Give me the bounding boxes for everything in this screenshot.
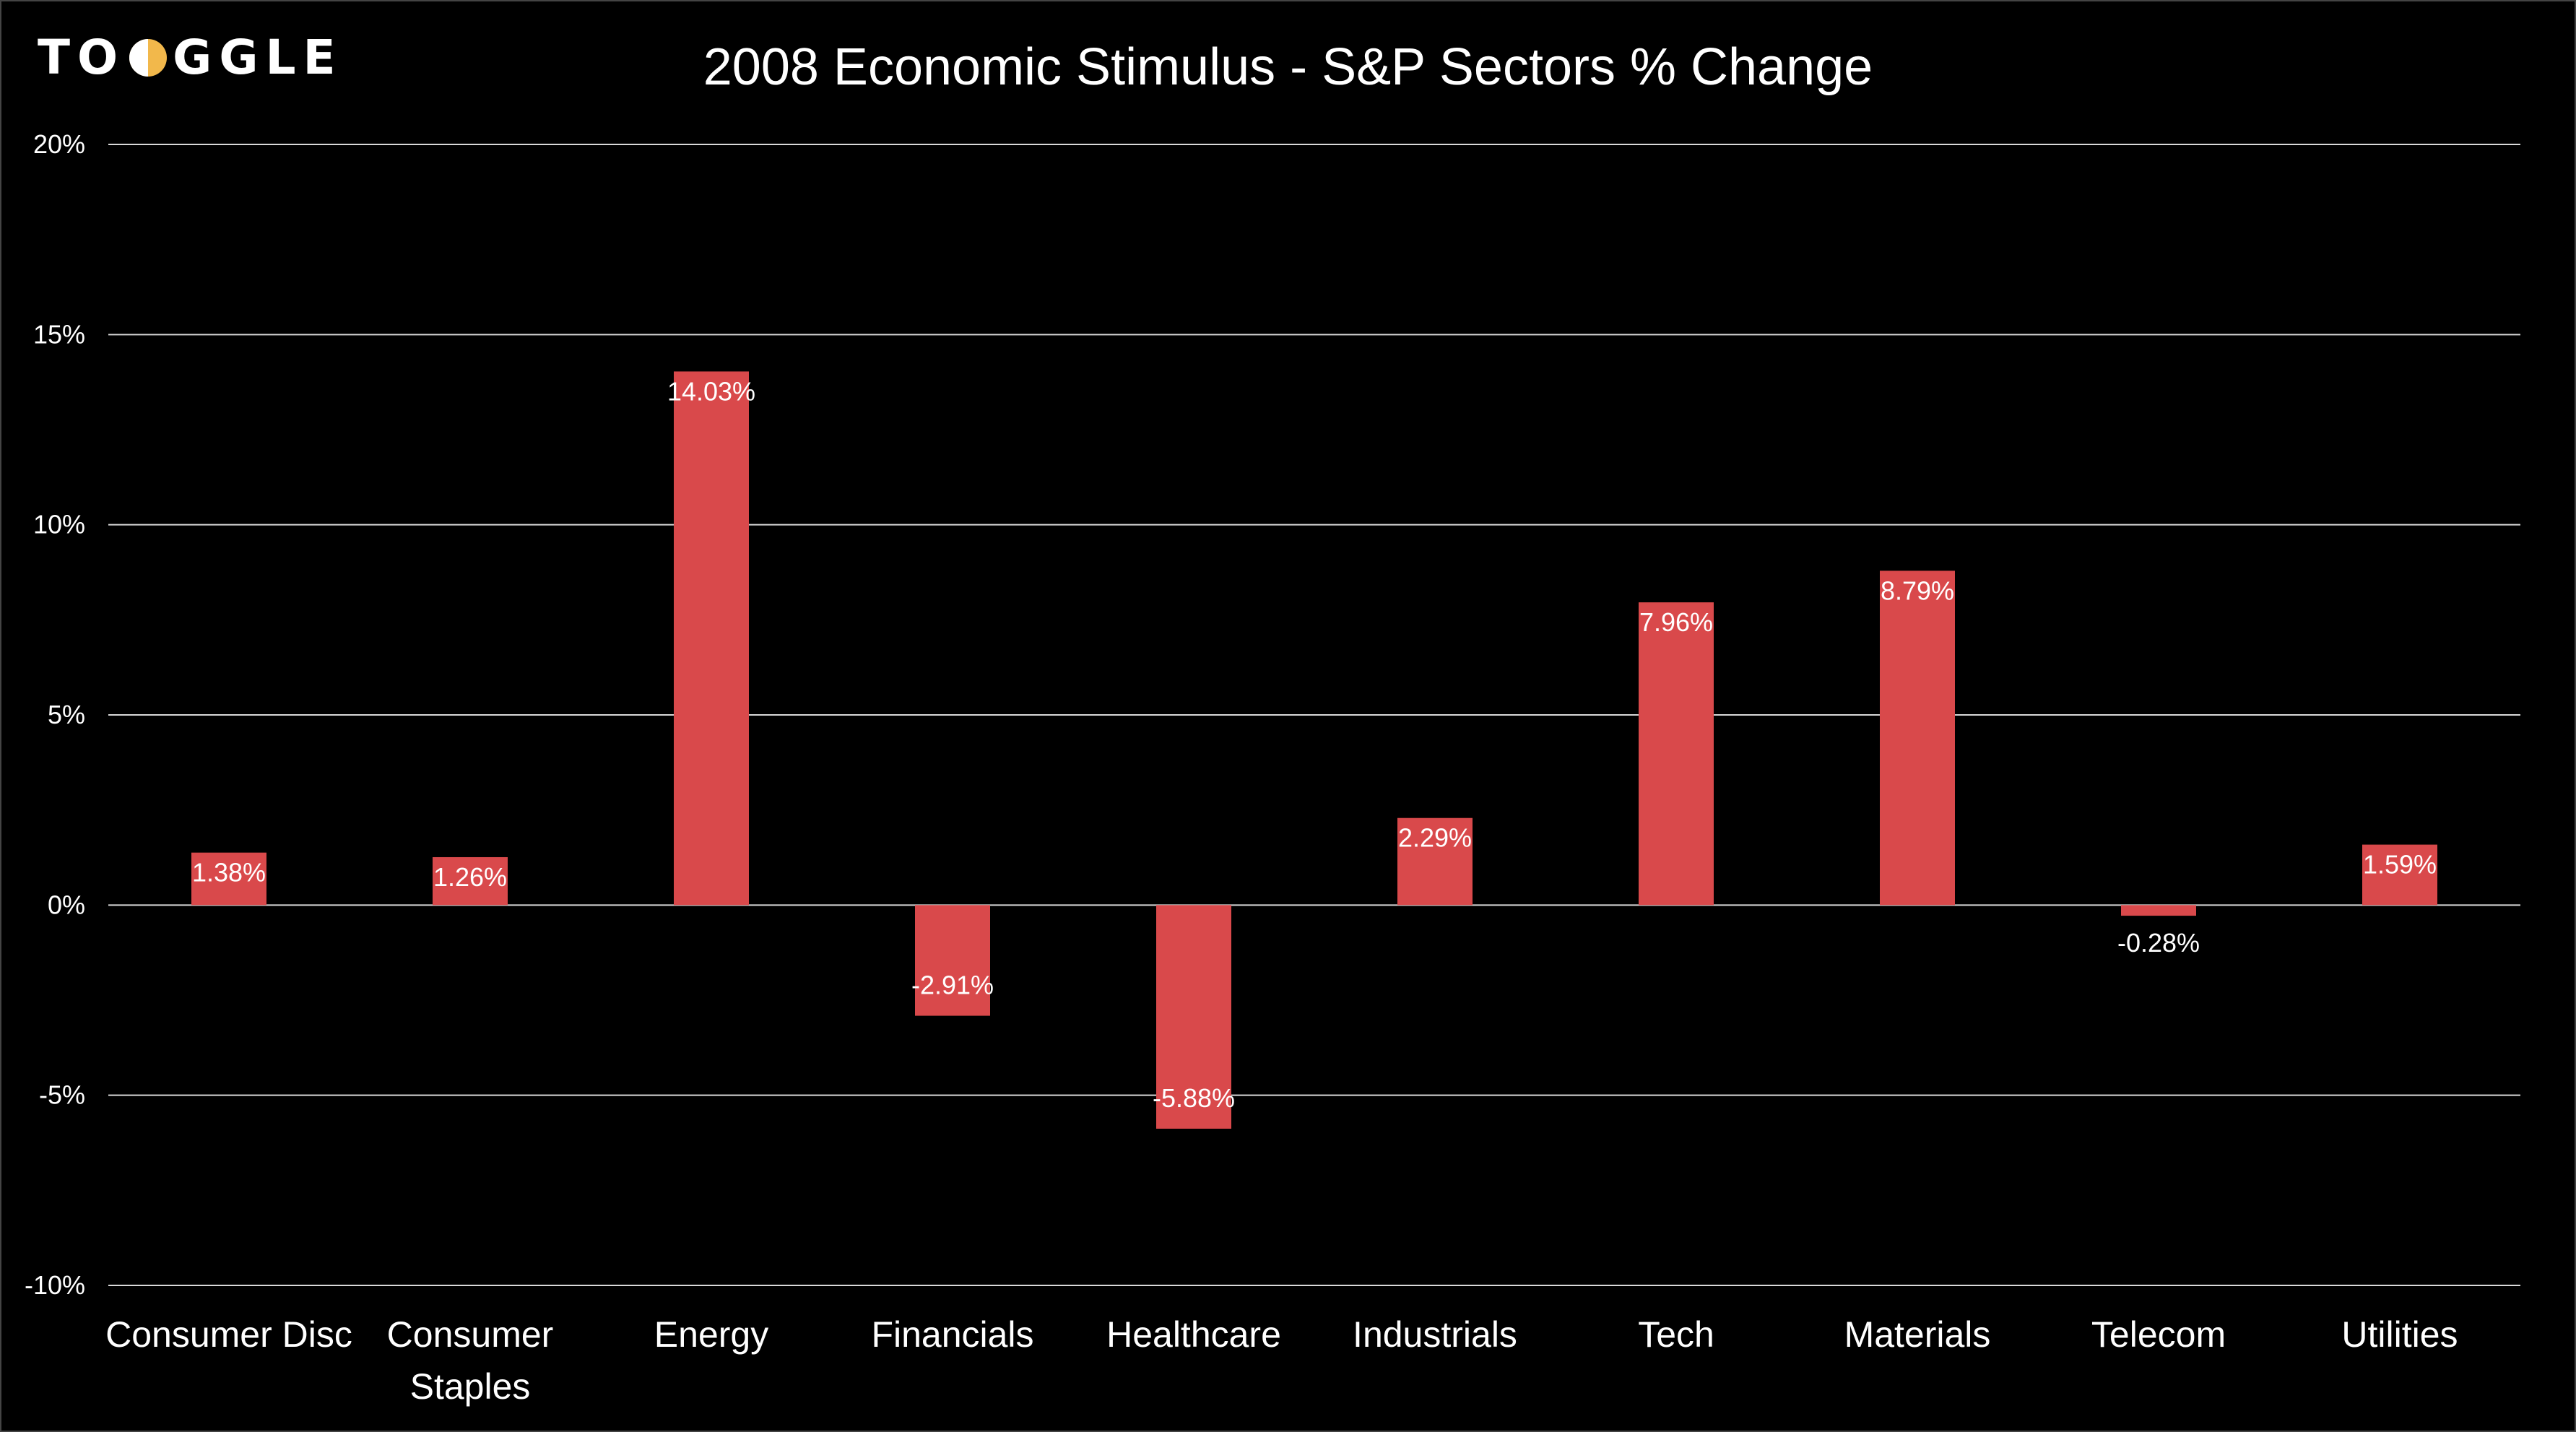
bar (915, 905, 990, 1016)
x-tick-label: Materials (1844, 1314, 1991, 1355)
data-label: -5.88% (1153, 1083, 1235, 1113)
data-label: 14.03% (667, 376, 755, 406)
data-label: 2.29% (1398, 823, 1472, 853)
y-tick-label: 5% (48, 700, 85, 729)
x-tick-label: Financials (871, 1314, 1033, 1355)
data-label: 7.96% (1639, 607, 1713, 637)
x-tick-label: Tech (1638, 1314, 1714, 1355)
x-tick-label: Healthcare (1106, 1314, 1281, 1355)
logo-text-left: TO (38, 30, 126, 85)
y-tick-label: 0% (48, 890, 85, 919)
data-label: -2.91% (911, 971, 994, 1000)
bar (674, 371, 749, 906)
data-label: 1.59% (2363, 850, 2437, 880)
data-label: 8.79% (1881, 576, 1954, 605)
chart-title: 2008 Economic Stimulus - S&P Sectors % C… (703, 38, 1873, 96)
bar (191, 852, 266, 906)
x-tick-label: Consumer Disc (105, 1314, 352, 1355)
data-label: 1.38% (192, 858, 266, 888)
bar (1397, 817, 1473, 906)
x-tick-label: Industrials (1353, 1314, 1517, 1355)
x-tick-label: Energy (654, 1314, 768, 1355)
toggle-logo: TO GGLE (38, 32, 343, 84)
x-tick-label: Consumer (387, 1314, 554, 1355)
y-tick-label: -5% (39, 1080, 85, 1110)
bar (2121, 905, 2196, 916)
logo-text-right: GGLE (173, 30, 343, 85)
bar (433, 856, 508, 906)
y-tick-label: 15% (33, 319, 85, 349)
half-moon-icon (129, 39, 168, 77)
x-tick-label: Utilities (2341, 1314, 2458, 1355)
y-tick-label: 20% (33, 129, 85, 159)
bar (1156, 905, 1231, 1129)
data-label: 1.26% (433, 862, 507, 892)
y-tick-label: 10% (33, 510, 85, 539)
bar (2362, 844, 2437, 906)
x-tick-label: Telecom (2091, 1314, 2226, 1355)
y-tick-label: -10% (25, 1270, 85, 1300)
x-tick-label: Staples (410, 1366, 531, 1407)
bar (1880, 570, 1955, 906)
bar (1639, 602, 1714, 906)
data-label: -0.28% (2117, 928, 2200, 958)
